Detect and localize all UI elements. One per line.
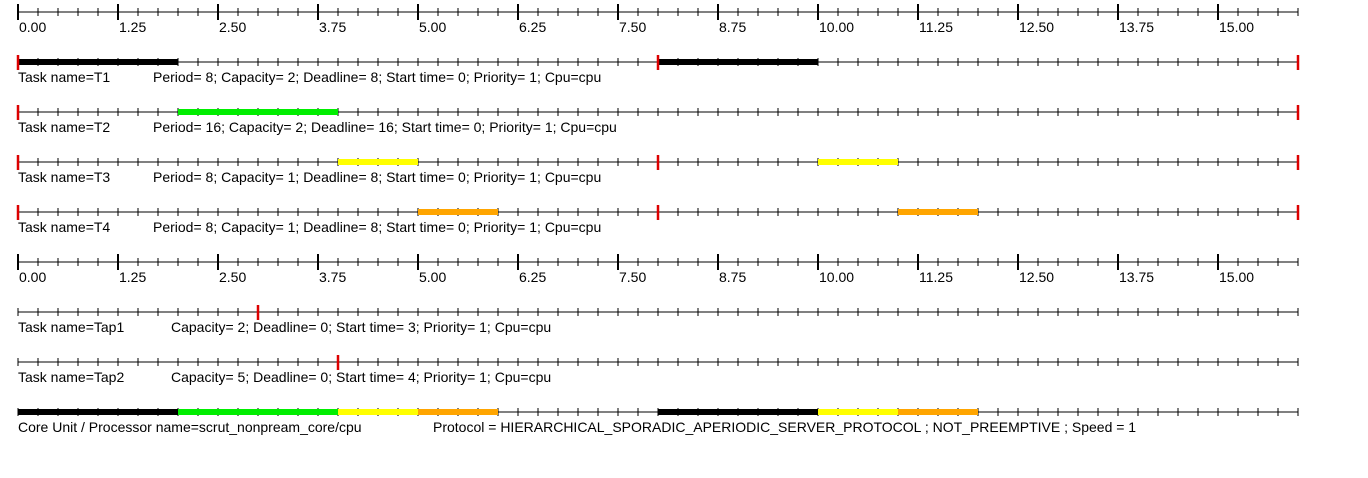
task-name-label: Task name=T2 <box>18 119 110 135</box>
task-params-label: Period= 8; Capacity= 2; Deadline= 8; Sta… <box>153 69 601 85</box>
axis-tick-label: 7.50 <box>619 269 646 285</box>
axis-tick-label: 11.25 <box>919 19 953 35</box>
axis-tick-label: 15.00 <box>1219 19 1254 35</box>
axis-tick-label: 10.00 <box>819 19 854 35</box>
axis-tick-label: 6.25 <box>519 269 546 285</box>
execution-bar <box>818 159 898 165</box>
task-name-label: Task name=Tap2 <box>18 369 124 385</box>
execution-bar <box>178 109 338 115</box>
axis-tick-label: 6.25 <box>519 19 546 35</box>
axis-tick-label: 3.75 <box>319 19 346 35</box>
axis-tick-label: 2.50 <box>219 269 246 285</box>
execution-bar <box>658 59 818 65</box>
axis-tick-label: 0.00 <box>19 269 46 285</box>
axis-tick-label: 8.75 <box>719 269 746 285</box>
execution-bar <box>338 159 418 165</box>
processor-execution-bar <box>178 409 338 415</box>
execution-bar <box>898 209 978 215</box>
task-params-label: Period= 8; Capacity= 1; Deadline= 8; Sta… <box>153 169 601 185</box>
axis-tick-label: 8.75 <box>719 19 746 35</box>
axis-tick-label: 15.00 <box>1219 269 1254 285</box>
axis-tick-label: 1.25 <box>119 19 146 35</box>
axis-tick-label: 11.25 <box>919 269 953 285</box>
task-params-label: Period= 16; Capacity= 2; Deadline= 16; S… <box>153 119 617 135</box>
task-name-label: Task name=T1 <box>18 69 110 85</box>
axis-tick-label: 5.00 <box>419 19 446 35</box>
processor-execution-bar <box>338 409 418 415</box>
axis-tick-label: 3.75 <box>319 269 346 285</box>
axis-tick-label: 7.50 <box>619 19 646 35</box>
processor-execution-bar <box>418 409 498 415</box>
processor-execution-bar <box>818 409 898 415</box>
processor-execution-bar <box>658 409 818 415</box>
task-params-label: Capacity= 2; Deadline= 0; Start time= 3;… <box>171 319 551 335</box>
axis-tick-label: 5.00 <box>419 269 446 285</box>
axis-tick-label: 13.75 <box>1119 19 1154 35</box>
processor-execution-bar <box>18 409 178 415</box>
task-params-label: Capacity= 5; Deadline= 0; Start time= 4;… <box>171 369 551 385</box>
processor-name-label: Core Unit / Processor name=scrut_nonprea… <box>18 419 362 435</box>
task-name-label: Task name=T3 <box>18 169 110 185</box>
task-name-label: Task name=Tap1 <box>18 319 124 335</box>
axis-tick-label: 10.00 <box>819 269 854 285</box>
task-params-label: Period= 8; Capacity= 1; Deadline= 8; Sta… <box>153 219 601 235</box>
execution-bar <box>418 209 498 215</box>
processor-params-label: Protocol = HIERARCHICAL_SPORADIC_APERIOD… <box>433 419 1136 435</box>
axis-tick-label: 12.50 <box>1019 19 1054 35</box>
task-name-label: Task name=T4 <box>18 219 110 235</box>
axis-tick-label: 12.50 <box>1019 269 1054 285</box>
processor-execution-bar <box>898 409 978 415</box>
axis-tick-label: 0.00 <box>19 19 46 35</box>
axis-tick-label: 1.25 <box>119 269 146 285</box>
axis-tick-label: 2.50 <box>219 19 246 35</box>
axis-tick-label: 13.75 <box>1119 269 1154 285</box>
execution-bar <box>18 59 178 65</box>
